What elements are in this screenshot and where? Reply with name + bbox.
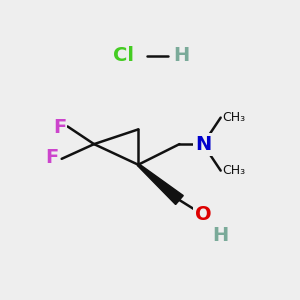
Text: CH₃: CH₃: [222, 111, 245, 124]
Text: N: N: [195, 135, 211, 154]
Polygon shape: [137, 164, 183, 205]
Text: H: H: [174, 46, 190, 65]
Text: F: F: [53, 118, 66, 137]
Text: CH₃: CH₃: [222, 164, 245, 177]
Text: F: F: [46, 148, 59, 167]
Text: Cl: Cl: [113, 46, 134, 65]
Text: O: O: [195, 205, 211, 224]
Text: H: H: [212, 226, 229, 245]
